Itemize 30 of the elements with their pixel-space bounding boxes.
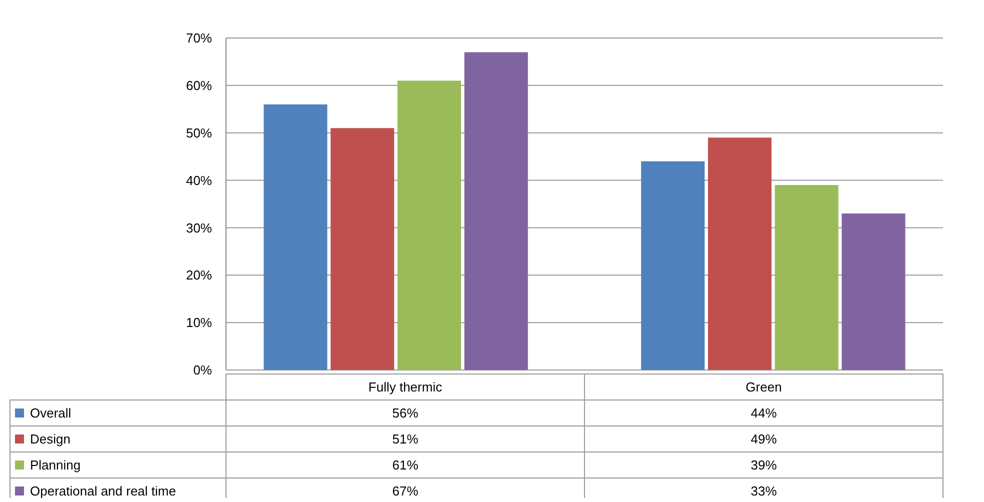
- legend-label: Operational and real time: [30, 484, 176, 499]
- data-label: 49%: [750, 432, 778, 447]
- y-tick-label: 50%: [186, 125, 212, 140]
- data-label: 39%: [750, 458, 778, 473]
- legend-label: Design: [30, 432, 70, 447]
- y-tick-label: 20%: [186, 268, 212, 283]
- data-label: 33%: [750, 484, 778, 499]
- legend-label: Planning: [30, 458, 81, 473]
- data-label: 44%: [750, 406, 778, 421]
- y-tick-label: 40%: [186, 172, 212, 188]
- data-label: 51%: [392, 432, 419, 447]
- data-label: 67%: [392, 484, 419, 499]
- bar: [842, 213, 906, 370]
- y-tick-label: 30%: [186, 220, 212, 236]
- bar: [641, 161, 705, 370]
- y-tick-label: 60%: [186, 78, 212, 93]
- y-tick-label: 0%: [193, 362, 212, 378]
- bar: [397, 80, 462, 370]
- legend-label: Overall: [30, 406, 72, 421]
- bar: [330, 128, 394, 370]
- bar: [264, 104, 328, 370]
- y-tick-label: 10%: [186, 315, 212, 330]
- y-tick-label: 70%: [186, 30, 212, 46]
- bar: [708, 138, 772, 370]
- x-tick-label: Green: [746, 380, 782, 395]
- bar: [464, 52, 528, 370]
- data-label: 61%: [392, 458, 419, 473]
- bar: [774, 185, 838, 370]
- data-label: 56%: [392, 406, 419, 421]
- x-tick-label: Fully thermic: [368, 380, 443, 395]
